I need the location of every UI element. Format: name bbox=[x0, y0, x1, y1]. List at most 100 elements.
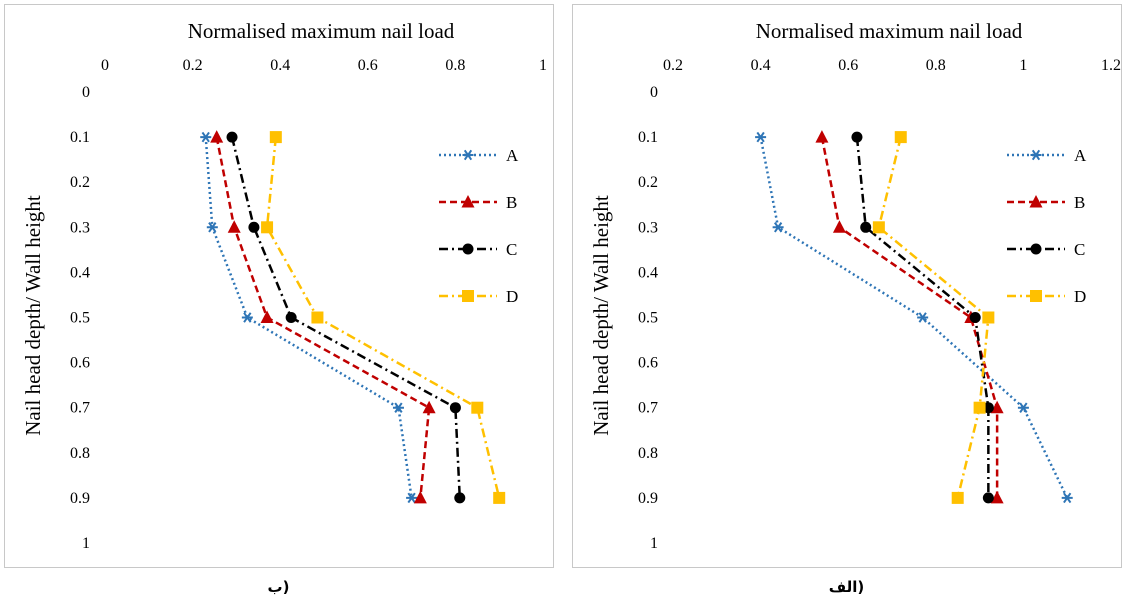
y-tick-label: 0.2 bbox=[70, 174, 90, 191]
data-point-1 bbox=[872, 221, 885, 234]
y-tick-label: 0.3 bbox=[70, 219, 90, 236]
triangle-marker bbox=[260, 310, 274, 323]
data-point-3 bbox=[422, 400, 436, 414]
y-tick-label: 0 bbox=[650, 84, 658, 101]
data-point-1 bbox=[832, 220, 846, 233]
data-point-4 bbox=[951, 491, 964, 504]
data-point-0 bbox=[815, 130, 829, 143]
data-point-4 bbox=[1061, 492, 1073, 504]
asterisk-marker bbox=[200, 131, 212, 143]
data-point-2 bbox=[260, 310, 274, 323]
data-point-4 bbox=[493, 491, 506, 504]
legend-label: B bbox=[506, 193, 517, 212]
y-tick-label: 1 bbox=[82, 535, 90, 552]
series-line bbox=[204, 137, 413, 499]
triangle-marker bbox=[832, 220, 846, 233]
legend-label: A bbox=[1074, 146, 1087, 165]
data-point-1 bbox=[248, 221, 260, 233]
data-point-4 bbox=[413, 490, 427, 504]
triangle-marker bbox=[227, 220, 241, 233]
chart-frame bbox=[572, 4, 1122, 568]
circle-marker bbox=[248, 221, 260, 233]
triangle-marker bbox=[990, 400, 1004, 414]
data-point-0 bbox=[226, 131, 238, 143]
triangle-marker bbox=[1029, 195, 1043, 208]
circle-marker bbox=[851, 131, 863, 143]
data-point-3 bbox=[973, 401, 986, 414]
y-axis-label: Nail head depth/ Wall height bbox=[589, 195, 613, 436]
square-marker bbox=[973, 401, 986, 414]
data-point-3 bbox=[471, 401, 484, 414]
line-chart-alef: Normalised maximum nail load 0.2 0.4 0.6 0.8… bbox=[589, 19, 1121, 552]
y-tick-label: 0.8 bbox=[638, 445, 658, 462]
asterisk-marker bbox=[406, 492, 418, 504]
circle-marker bbox=[969, 312, 981, 323]
circle-marker bbox=[982, 492, 994, 504]
legend-item-c: C bbox=[439, 240, 517, 259]
data-point-3 bbox=[392, 402, 404, 413]
data-point-legend bbox=[1030, 149, 1042, 161]
y-tick-label: 0.6 bbox=[70, 355, 90, 372]
series-a bbox=[755, 131, 1073, 504]
square-marker bbox=[951, 491, 964, 504]
data-point-2 bbox=[311, 311, 324, 324]
asterisk-marker bbox=[462, 149, 474, 161]
data-point-2 bbox=[285, 312, 297, 323]
asterisk-marker bbox=[755, 131, 767, 143]
legend-item-b: B bbox=[1007, 193, 1085, 212]
legend-label: C bbox=[1074, 240, 1085, 259]
triangle-marker bbox=[210, 130, 224, 143]
y-tick-label: 0.4 bbox=[70, 264, 90, 281]
y-tick-label: 0.2 bbox=[638, 174, 658, 191]
legend-item-b: B bbox=[439, 193, 517, 212]
x-tick-label: 0.6 bbox=[838, 57, 858, 74]
data-point-3 bbox=[449, 402, 461, 414]
circle-marker bbox=[454, 492, 466, 504]
square-marker bbox=[261, 221, 274, 234]
data-point-legend bbox=[1030, 290, 1042, 302]
data-point-1 bbox=[860, 221, 872, 233]
series-c bbox=[851, 131, 994, 504]
y-tick-label: 0.4 bbox=[638, 264, 658, 281]
data-point-legend bbox=[462, 149, 474, 161]
square-marker bbox=[311, 311, 324, 324]
data-point-4 bbox=[982, 492, 994, 504]
legend-label: A bbox=[506, 146, 519, 165]
triangle-marker bbox=[413, 490, 427, 504]
legend-label: D bbox=[1074, 287, 1086, 306]
circle-marker bbox=[860, 221, 872, 233]
x-axis-label: Normalised maximum nail load bbox=[188, 19, 455, 43]
series-line bbox=[759, 136, 1069, 499]
x-tick-label: 0.4 bbox=[270, 57, 290, 74]
x-tick-label: 0 bbox=[101, 57, 109, 74]
asterisk-marker bbox=[1061, 492, 1073, 504]
data-point-0 bbox=[755, 131, 767, 143]
data-point-2 bbox=[969, 312, 981, 323]
asterisk-marker bbox=[917, 312, 929, 323]
data-point-1 bbox=[227, 220, 241, 233]
x-axis-label: Normalised maximum nail load bbox=[756, 19, 1023, 43]
data-point-3 bbox=[982, 402, 994, 414]
legend-label: D bbox=[506, 287, 518, 306]
y-tick-label: 0.7 bbox=[70, 400, 90, 417]
triangle-marker bbox=[461, 195, 475, 208]
data-point-legend bbox=[1030, 243, 1042, 255]
chart-panel-left: Normalised maximum nail load 0 0.2 0.4 0.6 0.… bbox=[0, 0, 557, 607]
square-marker bbox=[493, 491, 506, 504]
data-point-legend bbox=[1029, 195, 1043, 208]
legend-item-d: D bbox=[1007, 287, 1086, 306]
x-tick-label: 0.2 bbox=[183, 57, 203, 74]
y-tick-label: 0.3 bbox=[638, 219, 658, 236]
y-tick-label: 0.6 bbox=[638, 355, 658, 372]
data-point-2 bbox=[917, 312, 929, 323]
asterisk-marker bbox=[241, 312, 253, 323]
triangle-marker bbox=[422, 400, 436, 414]
triangle-marker bbox=[990, 490, 1004, 504]
circle-marker bbox=[449, 402, 461, 414]
legend-item-c: C bbox=[1007, 240, 1085, 259]
y-tick-label: 0.9 bbox=[638, 490, 658, 507]
series-b bbox=[210, 130, 436, 504]
data-point-2 bbox=[241, 312, 253, 323]
y-tick-label: 0.1 bbox=[638, 129, 658, 146]
circle-marker bbox=[1030, 243, 1042, 255]
